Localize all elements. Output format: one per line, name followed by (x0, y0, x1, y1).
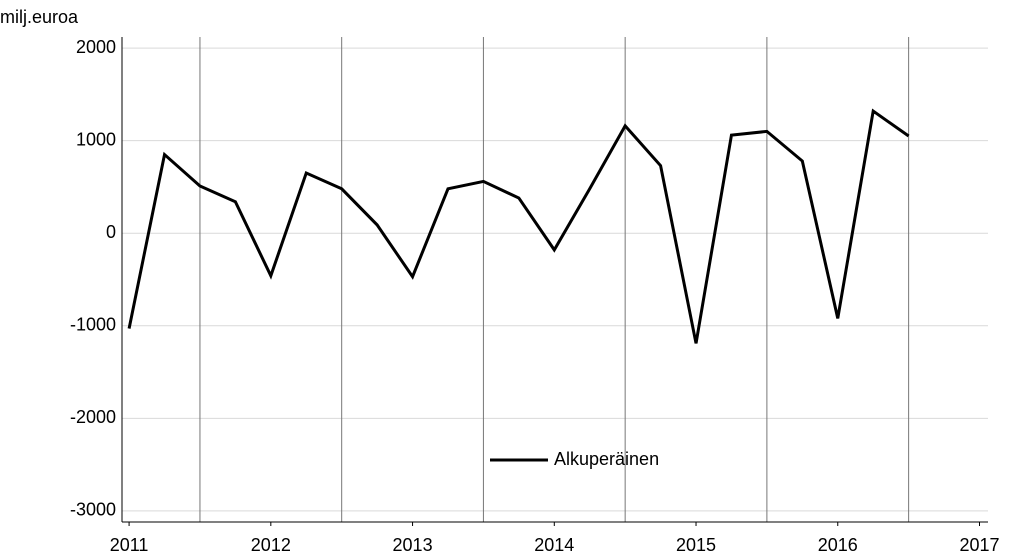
y-axis-label: milj.euroa (0, 7, 79, 27)
data-line (127, 108, 910, 344)
x-tick-label: 2016 (818, 535, 858, 555)
x-tick-label: 2013 (393, 535, 433, 555)
y-tick-label: 0 (106, 222, 116, 242)
legend-label: Alkuperäinen (554, 449, 659, 469)
y-tick-label: 2000 (76, 37, 116, 57)
x-tick-label: 2012 (251, 535, 291, 555)
x-tick-label: 2014 (534, 535, 574, 555)
x-tick-label: 2017 (959, 535, 999, 555)
x-tick-label: 2015 (676, 535, 716, 555)
y-tick-label: 1000 (76, 129, 116, 149)
y-tick-label: -2000 (70, 407, 116, 427)
x-tick-label: 2011 (110, 535, 149, 555)
y-tick-label: -1000 (70, 315, 116, 335)
y-tick-label: -3000 (70, 500, 116, 520)
